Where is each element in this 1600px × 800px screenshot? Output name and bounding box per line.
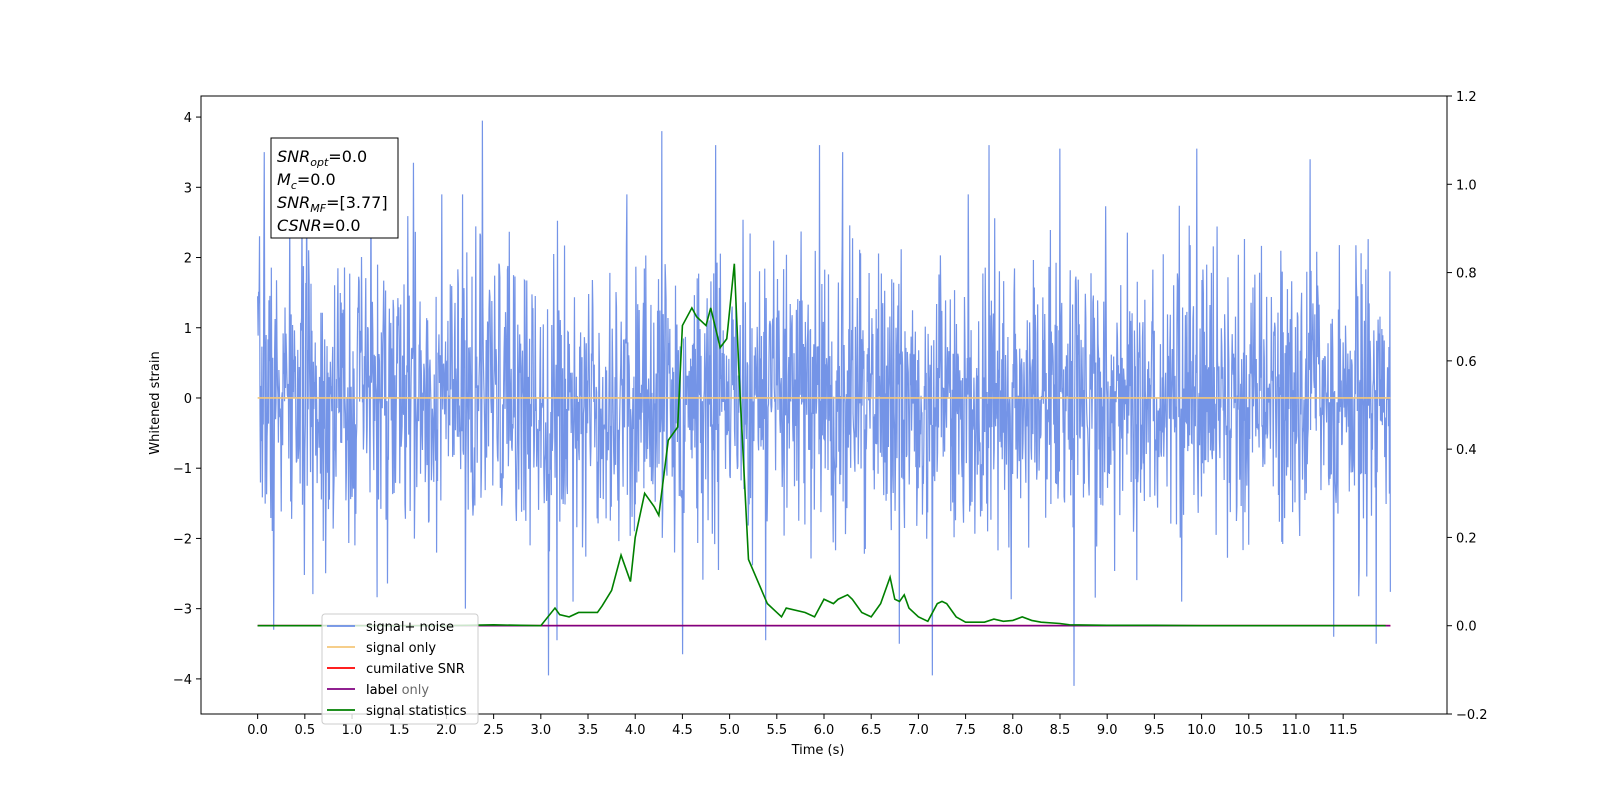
legend-item-label: label [327,683,397,698]
y-axis-label: Whitened strain [148,351,163,454]
y-axis-right: −0.2 0.0 0.2 0.4 0.6 0.8 1.0 1.2 [1447,90,1488,723]
x-tick-label: 9.0 [1097,723,1118,738]
y-tick-label: −3 [173,603,192,618]
y-tick-label: 3 [184,181,192,196]
legend-label: label [366,683,397,698]
legend-item-signal-only: signal only [327,641,436,656]
x-tick-label: 8.5 [1050,723,1071,738]
y-tick-label: 0 [184,392,192,407]
x-tick-label: 1.0 [342,723,363,738]
x-tick-label: 6.0 [814,723,835,738]
x-tick-label: 10.5 [1234,723,1263,738]
x-tick-label: 3.0 [530,723,551,738]
y-tick-label: 4 [184,111,192,126]
x-tick-label: 11.0 [1281,723,1310,738]
x-tick-label: 3.5 [578,723,599,738]
x-tick-label: 5.5 [766,723,787,738]
y2-tick-label: 0.2 [1456,531,1477,546]
legend-obscured-text: label only [366,683,429,698]
x-tick-label: 0.0 [247,723,268,738]
legend-box [321,613,479,725]
legend-item-signal-statistics: signal statistics [327,704,467,719]
x-tick-label: 6.5 [861,723,882,738]
x-tick-label: 7.5 [955,723,976,738]
y2-tick-label: −0.2 [1456,708,1488,723]
x-tick-label: 8.0 [1002,723,1023,738]
x-tick-label: 2.5 [483,723,504,738]
x-tick-label: 9.5 [1144,723,1165,738]
y-tick-label: −4 [173,673,192,688]
y2-tick-label: 0.0 [1456,620,1477,635]
x-tick-label: 10.0 [1187,723,1216,738]
x-axis: 0.0 0.5 1.0 1.5 2.0 2.5 3.0 3.5 4.0 4.5 5.0 5.5 6.0 6… [247,714,1358,738]
y-tick-label: −1 [173,462,192,477]
legend-label: signal+ noise [366,620,454,635]
x-axis-label: Time (s) [791,743,845,758]
x-tick-label: 2.0 [436,723,457,738]
y-axis-left: −4 −3 −2 −1 0 1 2 3 4 [173,111,201,688]
legend: label only signal+ noise signal only cumila… [321,613,479,725]
annotation-box-border [270,137,399,239]
y2-tick-label: 1.0 [1456,178,1477,193]
x-tick-label: 4.0 [625,723,646,738]
y2-tick-label: 0.4 [1456,443,1477,458]
x-tick-label: 7.0 [908,723,929,738]
y-tick-label: 1 [184,322,192,337]
annotation-line: SNRopt=0.0 [277,147,367,169]
series-signal-noise-line [257,120,1391,686]
x-tick-label: 4.5 [672,723,693,738]
legend-label: cumilative SNR [366,662,465,677]
legend-label: signal only [366,641,436,656]
y2-tick-label: 0.6 [1456,355,1477,370]
annotation-line: Mc=0.0 [277,170,336,192]
y-tick-label: 2 [184,252,192,267]
x-tick-label: 5.0 [719,723,740,738]
y-tick-label: −2 [173,532,192,547]
legend-item-signal-noise: signal+ noise [327,620,454,635]
series-signal-statistics-line [257,263,1386,627]
x-tick-label: 1.5 [389,723,410,738]
legend-label: signal statistics [366,704,467,719]
y2-tick-label: 0.8 [1456,267,1477,282]
x-tick-label: 11.5 [1329,723,1358,738]
legend-item-cumulative-snr: cumilative SNR [327,662,465,677]
annotation-line: SNRMF=[3.77] [277,193,388,215]
x-tick-label: 0.5 [294,723,315,738]
annotation-line: CSNR=0.0 [277,216,361,235]
y2-tick-label: 1.2 [1456,90,1477,105]
